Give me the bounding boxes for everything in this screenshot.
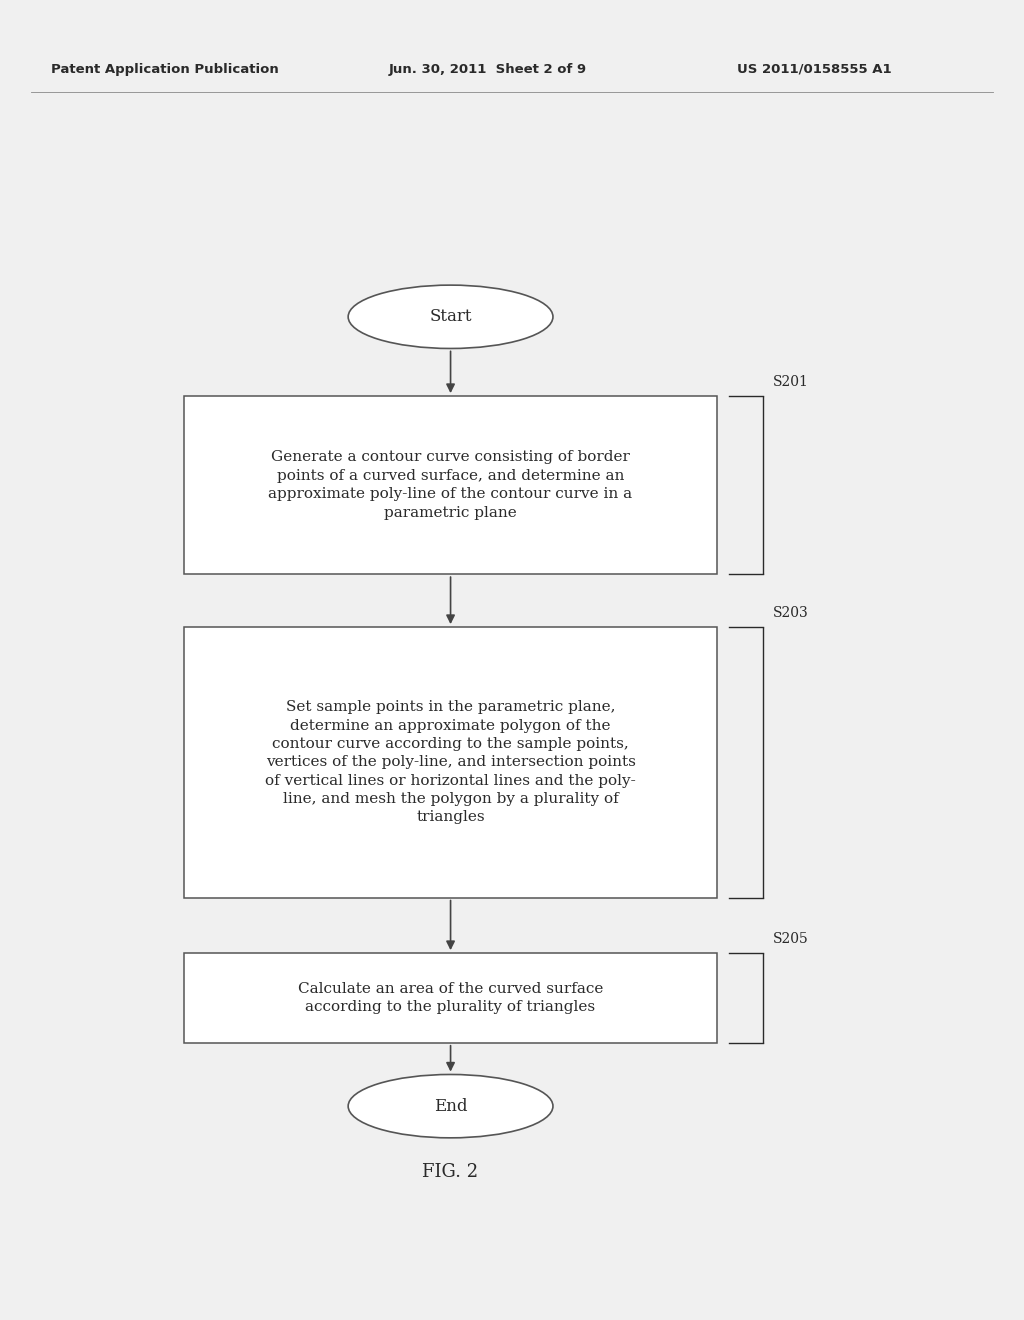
Text: End: End xyxy=(434,1098,467,1114)
Text: Set sample points in the parametric plane,
determine an approximate polygon of t: Set sample points in the parametric plan… xyxy=(265,700,636,825)
Text: US 2011/0158555 A1: US 2011/0158555 A1 xyxy=(737,62,892,75)
Text: S201: S201 xyxy=(773,375,809,389)
Text: FIG. 2: FIG. 2 xyxy=(423,1163,478,1181)
Text: S203: S203 xyxy=(773,606,809,620)
Text: Start: Start xyxy=(429,309,472,325)
Text: Calculate an area of the curved surface
according to the plurality of triangles: Calculate an area of the curved surface … xyxy=(298,982,603,1014)
FancyBboxPatch shape xyxy=(184,953,717,1043)
Ellipse shape xyxy=(348,1074,553,1138)
Text: S205: S205 xyxy=(773,932,809,946)
FancyBboxPatch shape xyxy=(184,627,717,898)
Text: Generate a contour curve consisting of border
points of a curved surface, and de: Generate a contour curve consisting of b… xyxy=(268,450,633,520)
Ellipse shape xyxy=(348,285,553,348)
Text: Patent Application Publication: Patent Application Publication xyxy=(51,62,279,75)
FancyBboxPatch shape xyxy=(184,396,717,574)
Text: Jun. 30, 2011  Sheet 2 of 9: Jun. 30, 2011 Sheet 2 of 9 xyxy=(389,62,587,75)
